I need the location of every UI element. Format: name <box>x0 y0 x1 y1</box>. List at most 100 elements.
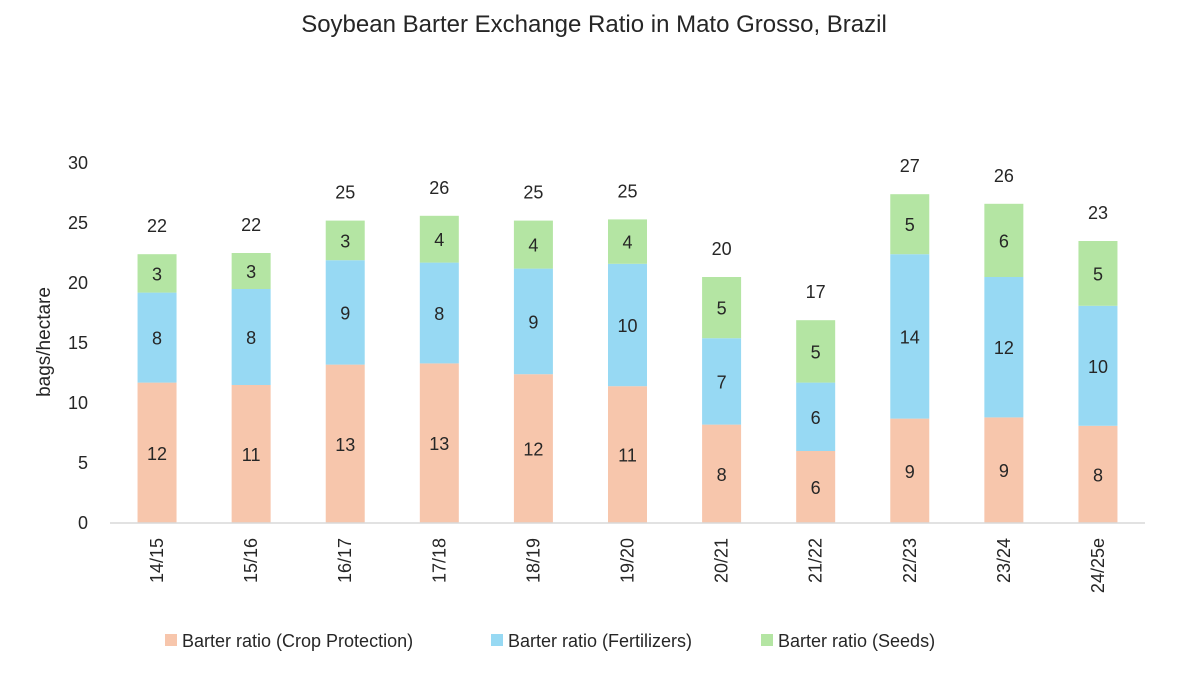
total-label: 23 <box>1088 203 1108 223</box>
y-tick-label: 0 <box>78 513 88 533</box>
y-axis-label: bags/hectare <box>34 287 55 397</box>
x-axis-ticks: 14/15 15/16 16/17 17/18 18/19 19/20 20/21 21/22… <box>147 538 1108 593</box>
data-label: 12 <box>523 440 543 460</box>
bar-segment <box>1078 305 1118 426</box>
x-tick-label: 20/21 <box>712 538 732 583</box>
bar-segment <box>513 220 553 269</box>
bar-segment <box>137 382 177 523</box>
data-label: 9 <box>999 461 1009 481</box>
data-label: 4 <box>434 230 444 250</box>
bar-segment <box>608 263 647 387</box>
total-label: 26 <box>994 166 1014 186</box>
bar-segment <box>231 289 271 385</box>
bar-segment <box>702 424 742 523</box>
data-label: 13 <box>429 434 449 454</box>
data-label: 4 <box>622 233 632 253</box>
bar-segment <box>513 268 553 375</box>
data-label: 12 <box>147 444 167 464</box>
bar-segment <box>890 254 930 419</box>
data-label: 8 <box>152 329 162 349</box>
y-tick-label: 15 <box>68 333 88 353</box>
total-label: 22 <box>147 216 167 236</box>
legend-label: Barter ratio (Crop Protection) <box>182 631 413 651</box>
bar-segment <box>796 451 836 523</box>
bar-segment <box>890 418 930 523</box>
x-tick-label: 16/17 <box>335 538 355 583</box>
x-tick-label: 17/18 <box>429 538 449 583</box>
x-tick-label: 18/19 <box>523 538 543 583</box>
bar-segment <box>419 262 459 364</box>
total-label: 25 <box>523 183 543 203</box>
chart-title: Soybean Barter Exchange Ratio in Mato Gr… <box>301 11 887 38</box>
legend-swatch <box>491 634 503 646</box>
bar-segment <box>984 277 1024 418</box>
bar-segment <box>796 320 836 383</box>
y-tick-label: 20 <box>68 273 88 293</box>
y-axis-ticks: 0 5 10 15 20 25 30 <box>68 153 88 533</box>
data-label: 6 <box>811 408 821 428</box>
bar-segment <box>419 363 459 523</box>
bar-segment <box>325 220 365 261</box>
bar-segment <box>231 253 271 289</box>
data-label: 4 <box>528 236 538 256</box>
bar-segment <box>890 194 930 255</box>
data-label: 14 <box>900 327 920 347</box>
y-tick-label: 30 <box>68 153 88 173</box>
x-tick-label: 23/24 <box>994 538 1014 583</box>
data-label: 7 <box>717 372 727 392</box>
bar-segment <box>137 292 177 383</box>
data-label: 13 <box>335 435 355 455</box>
x-tick-label: 14/15 <box>147 538 167 583</box>
legend: Barter ratio (Crop Protection) Barter rat… <box>165 631 935 651</box>
total-label: 25 <box>617 181 637 201</box>
data-label: 3 <box>246 262 256 282</box>
data-label: 3 <box>340 231 350 251</box>
bar-segment <box>608 219 647 264</box>
x-tick-label: 15/16 <box>241 538 261 583</box>
total-label: 25 <box>335 183 355 203</box>
data-label: 5 <box>1093 264 1103 284</box>
bar-segment <box>325 260 365 365</box>
total-label: 26 <box>429 178 449 198</box>
data-label: 8 <box>246 328 256 348</box>
x-tick-label: 24/25e <box>1088 538 1108 593</box>
data-label: 5 <box>811 342 821 362</box>
data-label: 6 <box>811 478 821 498</box>
bar-segment <box>984 417 1024 523</box>
data-label: 8 <box>434 304 444 324</box>
data-label: 9 <box>528 312 538 332</box>
data-label: 5 <box>717 299 727 319</box>
legend-label: Barter ratio (Seeds) <box>778 631 935 651</box>
bar-segment <box>1078 425 1118 523</box>
x-tick-label: 21/22 <box>806 538 826 583</box>
data-label: 11 <box>618 446 637 466</box>
bar-segment <box>419 215 459 263</box>
data-label: 8 <box>1093 465 1103 485</box>
data-label: 3 <box>152 264 162 284</box>
total-label: 22 <box>241 215 261 235</box>
bar-segment <box>1078 241 1118 306</box>
data-label: 11 <box>242 445 261 465</box>
data-label: 5 <box>905 215 915 235</box>
y-tick-label: 5 <box>78 453 88 473</box>
data-label: 10 <box>617 316 637 336</box>
total-label: 27 <box>900 156 920 176</box>
bar-segment <box>702 338 742 425</box>
data-label: 9 <box>340 303 350 323</box>
bar-segment <box>984 203 1024 277</box>
data-label: 12 <box>994 338 1014 358</box>
x-tick-label: 19/20 <box>618 538 638 583</box>
data-label: 10 <box>1088 357 1108 377</box>
bar-segment <box>137 254 177 293</box>
bar-segment <box>702 277 742 339</box>
y-tick-label: 10 <box>68 393 88 413</box>
data-label: 8 <box>717 465 727 485</box>
total-label: 17 <box>806 282 826 302</box>
bar-segment <box>513 374 553 523</box>
data-label: 6 <box>999 231 1009 251</box>
data-label: 9 <box>905 462 915 482</box>
legend-label: Barter ratio (Fertilizers) <box>508 631 692 651</box>
bar-segment <box>608 386 647 523</box>
x-tick-label: 22/23 <box>900 538 920 583</box>
